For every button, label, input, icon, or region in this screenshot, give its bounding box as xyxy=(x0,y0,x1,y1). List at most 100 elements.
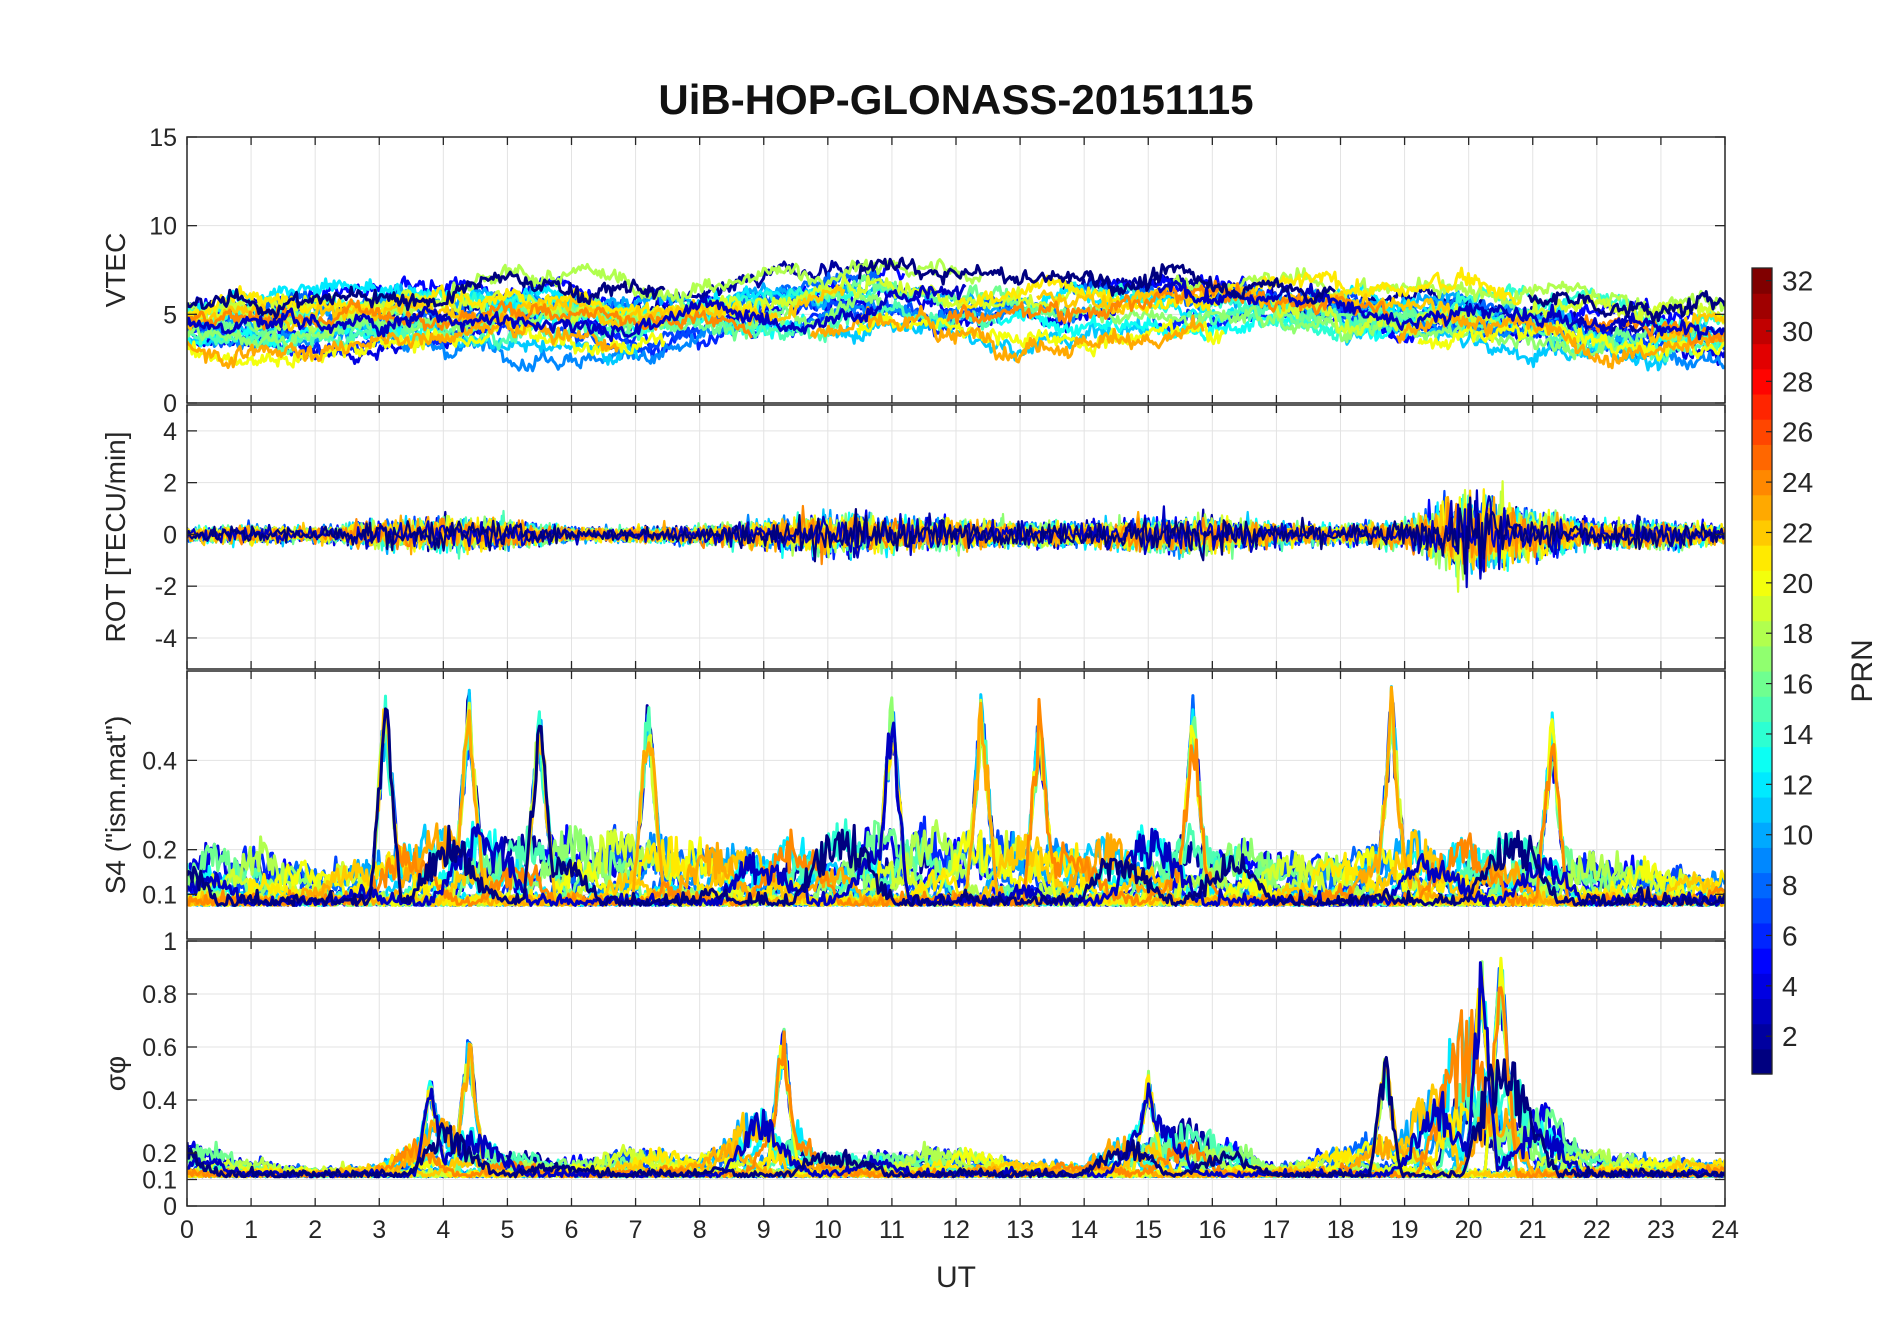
colorbar-swatch-13 xyxy=(1752,746,1772,773)
colorbar-swatch-4 xyxy=(1752,973,1772,1000)
colorbar-swatch-24 xyxy=(1752,469,1772,496)
colorbar-swatch-28 xyxy=(1752,368,1772,395)
x-tick-label-2: 2 xyxy=(308,1216,322,1244)
colorbar-swatch-31 xyxy=(1752,293,1772,319)
y-tick-label-rot-2: 0 xyxy=(163,521,177,549)
x-tick-label-6: 6 xyxy=(565,1216,579,1244)
colorbar-tick-label-12: 26 xyxy=(1782,417,1813,448)
colorbar-swatch-18 xyxy=(1752,620,1772,647)
colorbar-swatch-2 xyxy=(1752,1023,1772,1050)
x-tick-label-22: 22 xyxy=(1583,1216,1611,1244)
x-tick-label-13: 13 xyxy=(1006,1216,1034,1244)
x-axis-label: UT xyxy=(936,1261,976,1294)
y-tick-label-rot-3: 2 xyxy=(163,470,177,498)
colorbar-tick-label-9: 20 xyxy=(1782,568,1813,599)
series-s4-prn-1 xyxy=(187,707,1725,907)
series-rot-prn-1 xyxy=(187,496,1725,575)
colorbar-swatch-29 xyxy=(1752,343,1772,370)
colorbar-swatch-1 xyxy=(1752,1048,1772,1075)
colorbar-swatch-17 xyxy=(1752,645,1772,672)
colorbar-tick-label-2: 6 xyxy=(1782,920,1798,951)
colorbar-tick-label-5: 12 xyxy=(1782,769,1813,800)
colorbar-tick-label-8: 18 xyxy=(1782,618,1813,649)
series-sigma_phi-prn-1 xyxy=(187,1055,1725,1179)
colorbar-swatch-5 xyxy=(1752,948,1772,974)
x-tick-label-0: 0 xyxy=(180,1216,194,1244)
colorbar-swatch-16 xyxy=(1752,671,1772,697)
y-tick-label-sigma_phi-6: 1 xyxy=(163,928,177,956)
x-tick-label-18: 18 xyxy=(1327,1216,1355,1244)
y-tick-label-sigma_phi-1: 0.1 xyxy=(142,1167,177,1195)
x-tick-label-4: 4 xyxy=(436,1216,450,1244)
axes-frame-sigma_phi xyxy=(186,940,1726,1207)
x-tick-label-9: 9 xyxy=(757,1216,771,1244)
y-tick-label-rot-4: 4 xyxy=(163,418,177,446)
x-tick-label-16: 16 xyxy=(1198,1216,1226,1244)
colorbar-swatch-32 xyxy=(1752,268,1772,294)
x-tick-label-19: 19 xyxy=(1391,1216,1419,1244)
y-tick-label-sigma_phi-4: 0.6 xyxy=(142,1034,177,1062)
colorbar-swatch-14 xyxy=(1752,721,1772,748)
axes-frame-vtec xyxy=(186,136,1726,404)
y-tick-label-vtec-0: 0 xyxy=(163,390,177,418)
colorbar-frame xyxy=(1751,267,1773,1075)
y-tick-label-rot-0: -4 xyxy=(155,625,177,653)
y-tick-label-vtec-3: 15 xyxy=(149,124,177,152)
y-tick-label-s4-0: 0.1 xyxy=(142,881,177,909)
colorbar-swatch-23 xyxy=(1752,494,1772,521)
colorbar-swatch-30 xyxy=(1752,318,1772,345)
axes-frame-rot xyxy=(186,404,1726,670)
series-vtec-prn-3 xyxy=(187,279,1725,343)
x-tick-label-21: 21 xyxy=(1519,1216,1547,1244)
colorbar-swatch-6 xyxy=(1752,922,1772,949)
x-tick-label-23: 23 xyxy=(1647,1216,1675,1244)
y-axis-label-s4: S4 ("ism.mat") xyxy=(100,716,131,895)
colorbar-swatch-8 xyxy=(1752,872,1772,899)
y-tick-label-vtec-2: 10 xyxy=(149,213,177,241)
colorbar-swatch-10 xyxy=(1752,822,1772,848)
x-tick-label-15: 15 xyxy=(1134,1216,1162,1244)
series-group-rot xyxy=(187,480,1725,593)
colorbar-tick-label-0: 2 xyxy=(1782,1021,1798,1052)
colorbar-label: PRN xyxy=(1846,639,1879,702)
colorbar-swatch-9 xyxy=(1752,847,1772,874)
colorbar-tick-label-7: 16 xyxy=(1782,669,1813,700)
y-axis-label-rot: ROT [TECU/min] xyxy=(100,431,131,642)
y-tick-label-vtec-1: 5 xyxy=(163,301,177,329)
y-tick-label-s4-2: 0.4 xyxy=(142,747,177,775)
colorbar-tick-label-10: 22 xyxy=(1782,517,1813,548)
colorbar-tick-label-13: 28 xyxy=(1782,366,1813,397)
x-tick-label-1: 1 xyxy=(244,1216,258,1244)
colorbar-swatch-21 xyxy=(1752,545,1772,571)
colorbar-tick-label-1: 4 xyxy=(1782,971,1798,1002)
axes-frame-s4 xyxy=(186,670,1726,940)
colorbar-swatch-26 xyxy=(1752,419,1772,445)
x-tick-label-3: 3 xyxy=(372,1216,386,1244)
colorbar-swatch-7 xyxy=(1752,897,1772,924)
colorbar-swatch-19 xyxy=(1752,595,1772,622)
colorbar-tick-label-3: 8 xyxy=(1782,870,1798,901)
x-tick-label-8: 8 xyxy=(693,1216,707,1244)
colorbar-tick-label-14: 30 xyxy=(1782,316,1813,347)
colorbar-tick-label-4: 10 xyxy=(1782,820,1813,851)
series-layer xyxy=(187,256,1725,1179)
x-tick-label-14: 14 xyxy=(1070,1216,1098,1244)
colorbar-swatch-20 xyxy=(1752,570,1772,597)
colorbar-swatch-22 xyxy=(1752,519,1772,546)
colorbar-swatch-11 xyxy=(1752,796,1772,823)
x-tick-label-5: 5 xyxy=(500,1216,514,1244)
x-tick-label-17: 17 xyxy=(1263,1216,1291,1244)
colorbar-swatch-12 xyxy=(1752,771,1772,798)
y-tick-label-sigma_phi-5: 0.8 xyxy=(142,981,177,1009)
y-tick-label-sigma_phi-2: 0.2 xyxy=(142,1140,177,1168)
colorbar-swatch-27 xyxy=(1752,393,1772,420)
x-tick-label-24: 24 xyxy=(1711,1216,1739,1244)
colorbar-tick-label-15: 32 xyxy=(1782,266,1813,297)
colorbar-swatch-3 xyxy=(1752,998,1772,1025)
series-group-vtec xyxy=(187,256,1725,373)
series-vtec-prn-1 xyxy=(187,256,1725,324)
